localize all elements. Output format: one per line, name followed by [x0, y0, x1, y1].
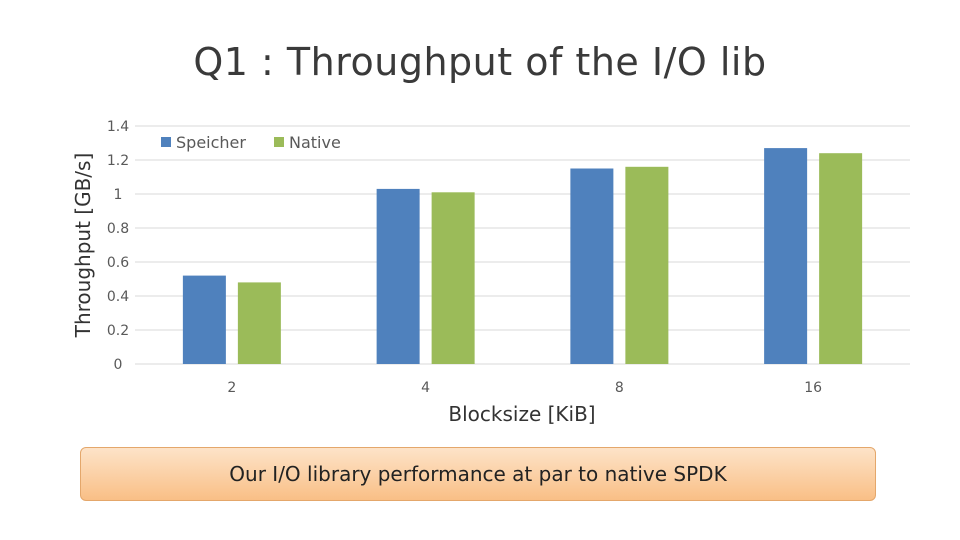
- x-tick-label: 2: [227, 380, 236, 396]
- bar-native-4: [431, 192, 475, 364]
- y-tick-label: 1.4: [107, 119, 129, 135]
- bar-speicher-8: [570, 168, 614, 364]
- x-axis-label: Blocksize [KiB]: [448, 402, 595, 426]
- slide-title: Q1 : Throughput of the I/O lib: [193, 40, 767, 84]
- legend-swatch: [274, 137, 284, 147]
- y-tick-label: 0: [114, 357, 123, 373]
- legend: Speicher Native: [161, 133, 341, 152]
- throughput-bar-chart: 0 0.2 0.4 0.6 0.8 1 1.2 1.4 2 4 8 16 Speicher Nativ…: [71, 119, 910, 426]
- bars: [182, 148, 863, 364]
- bar-native-2: [237, 282, 281, 364]
- bar-native-8: [625, 166, 669, 364]
- legend-label: Speicher: [176, 133, 246, 152]
- x-tick-label: 16: [804, 380, 822, 396]
- y-tick-label: 0.8: [107, 221, 129, 237]
- y-axis-label: Throughput [GB/s]: [71, 153, 95, 339]
- x-tick-label: 4: [421, 380, 430, 396]
- y-tick-label: 1.2: [107, 153, 129, 169]
- callout-text: Our I/O library performance at par to na…: [229, 462, 727, 486]
- bar-speicher-4: [376, 188, 420, 364]
- legend-swatch: [161, 137, 171, 147]
- x-tick-label: 8: [615, 380, 624, 396]
- legend-label: Native: [289, 133, 341, 152]
- bar-speicher-2: [182, 275, 226, 364]
- y-tick-label: 1: [114, 187, 123, 203]
- bar-native-16: [819, 153, 863, 364]
- y-tick-label: 0.2: [107, 323, 129, 339]
- callout-box: Our I/O library performance at par to na…: [80, 447, 876, 501]
- y-tick-labels: 0 0.2 0.4 0.6 0.8 1 1.2 1.4: [107, 119, 129, 373]
- y-tick-label: 0.4: [107, 289, 129, 305]
- y-tick-label: 0.6: [107, 255, 129, 271]
- bar-speicher-16: [764, 148, 808, 364]
- x-tick-labels: 2 4 8 16: [227, 380, 822, 396]
